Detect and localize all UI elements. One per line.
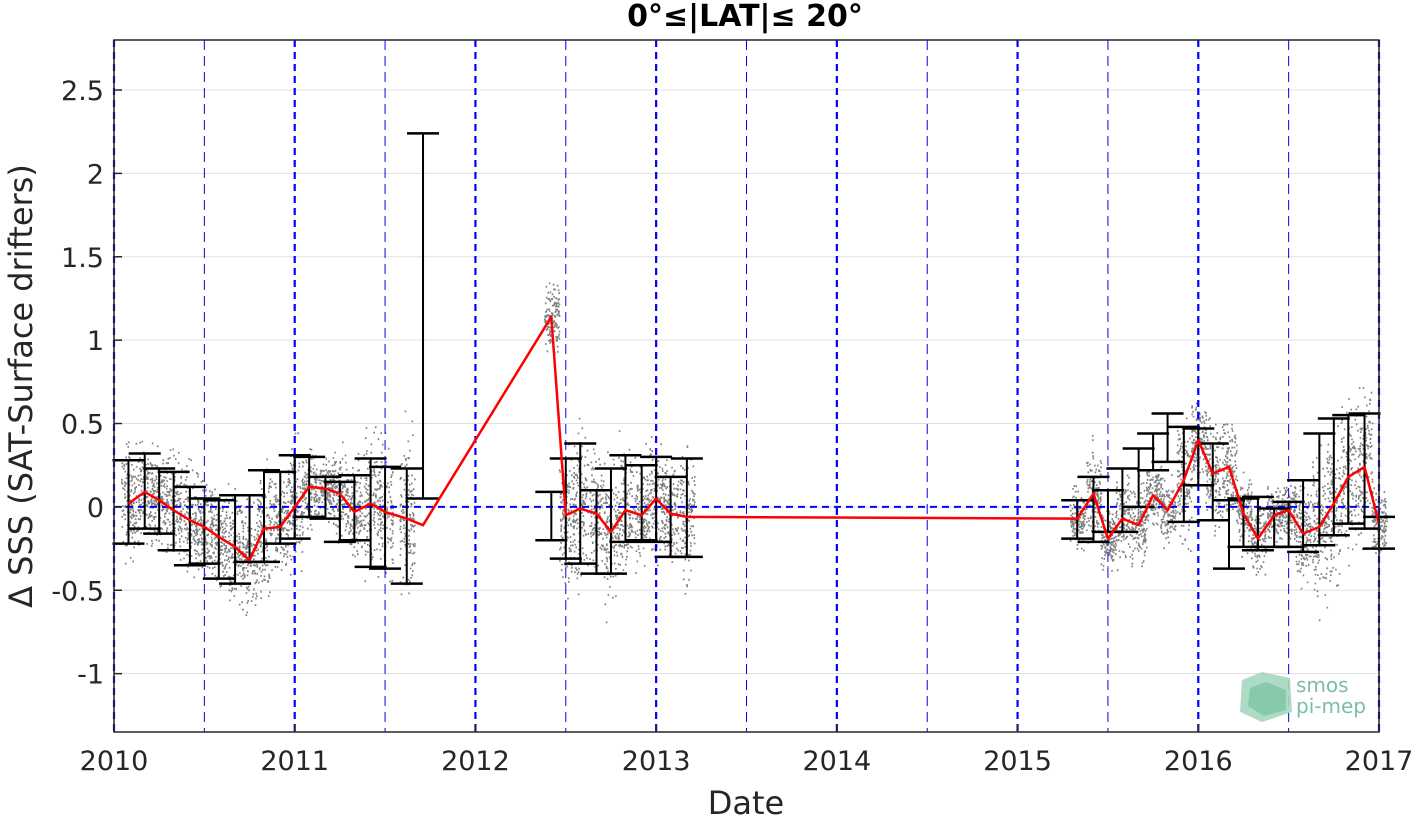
error-bar-38 — [1182, 427, 1215, 487]
error-bar-37 — [1167, 425, 1200, 524]
mean-line-path — [127, 315, 1381, 562]
error-bar-16 — [354, 457, 387, 569]
x-tick-label-0: 2010 — [80, 746, 149, 777]
chart-title: 0°≤|LAT|≤ 20° — [627, 0, 863, 34]
error-bar-6 — [202, 498, 235, 580]
logo-text-line2: pi-mep — [1296, 694, 1366, 718]
x-tick-label-3: 2013 — [622, 746, 691, 777]
error-bar-4 — [173, 485, 206, 567]
y-tick-label-7: 2.5 — [61, 76, 104, 107]
x-tick-label-6: 2016 — [1164, 746, 1233, 777]
x-tick-label-1: 2011 — [260, 746, 329, 777]
y-tick-label-0: -1 — [77, 660, 104, 691]
scatter-cloud-45 — [1295, 485, 1313, 590]
x-tick-label-7: 2017 — [1345, 746, 1414, 777]
error-bar-48 — [1332, 413, 1365, 525]
error-bar-35 — [1137, 432, 1170, 472]
error-bar-5 — [188, 497, 221, 565]
error-bar-15 — [338, 473, 371, 542]
y-tick-label-6: 2 — [87, 159, 104, 190]
y-tick-label-3: 0.5 — [61, 410, 104, 441]
error-bar-9 — [247, 468, 280, 564]
x-tick-label-5: 2015 — [983, 746, 1052, 777]
error-bar-0 — [112, 458, 145, 545]
error-bar-22 — [564, 442, 597, 565]
error-bar-26 — [625, 463, 658, 542]
scatter-cloud-33 — [1115, 474, 1132, 572]
error-bar-25 — [609, 453, 642, 544]
y-tick-label-2: 0 — [87, 493, 104, 524]
y-tick-label-5: 1.5 — [61, 243, 104, 274]
y-tick-label-1: -0.5 — [51, 576, 104, 607]
error-bar-20 — [535, 490, 568, 542]
error-bar-17 — [369, 465, 402, 570]
x-tick-label-4: 2014 — [802, 746, 871, 777]
error-bar-18 — [390, 467, 423, 585]
error-bar-19 — [407, 132, 440, 500]
error-bar-14 — [323, 480, 356, 544]
error-bar-10 — [264, 470, 297, 545]
error-bar-29 — [670, 457, 703, 559]
y-tick-label-4: 1 — [87, 326, 104, 357]
smos-pi-mep-logo: smos pi-mep — [1240, 672, 1366, 722]
error-bar-36 — [1151, 412, 1184, 464]
y-axis-label: Δ SSS (SAT-Surface drifters) — [2, 164, 40, 608]
x-tick-label-2: 2012 — [441, 746, 510, 777]
error-bar-41 — [1227, 497, 1260, 549]
x-axis-ticks: 2010 2011 2012 2013 2014 2015 2016 2017 — [80, 724, 1414, 777]
error-bar-47 — [1317, 417, 1350, 537]
error-bar-34 — [1122, 447, 1155, 509]
mean-line — [127, 315, 1381, 562]
logo-text-line1: smos — [1296, 673, 1349, 697]
scatter-cloud-21 — [558, 443, 575, 600]
error-bar-13 — [309, 475, 342, 520]
error-bar-39 — [1196, 442, 1229, 522]
error-bar-24 — [594, 467, 627, 575]
error-bar-42 — [1241, 495, 1274, 552]
plot-frame — [113, 39, 1380, 733]
x-axis-label: Date — [708, 784, 784, 818]
y-axis-ticks: -1 -0.5 0 0.5 1 1.5 2 2.5 — [51, 76, 122, 691]
error-bar-45 — [1287, 478, 1320, 554]
error-bar-11 — [278, 453, 311, 540]
